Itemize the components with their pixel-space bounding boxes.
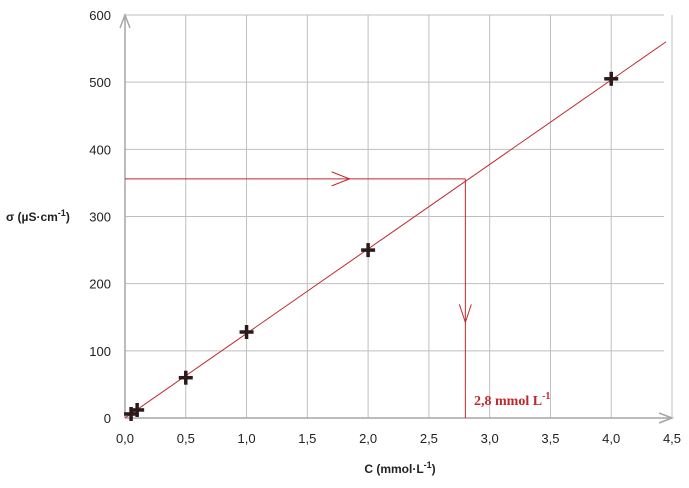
vertical-guide-arrow: [458, 304, 472, 324]
x-tick-label: 2,5: [420, 431, 438, 446]
reading-guides: [125, 171, 472, 418]
y-tick-label: 100: [89, 344, 111, 359]
data-point: [178, 370, 193, 385]
x-tick-label: 1,0: [238, 431, 256, 446]
fit-line: [124, 41, 667, 419]
x-tick-label: 3,5: [541, 431, 559, 446]
x-axis-title: C (mmol·L-1): [364, 460, 435, 476]
y-axis-arrow: [119, 12, 131, 29]
y-tick-label: 600: [89, 8, 111, 23]
y-tick-label: 400: [89, 142, 111, 157]
x-tick-label: 0,5: [177, 431, 195, 446]
grid: [125, 14, 673, 418]
x-tick-label: 1,5: [298, 431, 316, 446]
y-tick-label: 300: [89, 210, 111, 225]
y-tick-label: 200: [89, 277, 111, 292]
data-point: [361, 243, 376, 258]
x-tick-label: 0,0: [116, 431, 134, 446]
series: [124, 41, 667, 421]
horizontal-guide-arrow: [331, 171, 352, 187]
x-tick-label: 3,0: [481, 431, 499, 446]
x-tick-label: 4,5: [663, 431, 681, 446]
x-axis-arrow: [658, 412, 675, 424]
tick-labels: 0,0 0,5 1,0 1,5 2,0 2,5 3,0 3,5 4,0 4,5 0 100 200 300…: [89, 8, 681, 446]
data-point: [604, 71, 619, 86]
data-point: [130, 402, 145, 417]
y-axis-title: σ (µS·cm-1): [6, 208, 70, 224]
x-tick-label: 4,0: [602, 431, 620, 446]
axes: [119, 12, 675, 424]
y-tick-label: 0: [104, 411, 111, 426]
data-point: [239, 325, 254, 340]
reading-annotation: 2,8 mmol L-1: [474, 391, 550, 409]
x-tick-label: 2,0: [359, 431, 377, 446]
y-tick-label: 500: [89, 75, 111, 90]
